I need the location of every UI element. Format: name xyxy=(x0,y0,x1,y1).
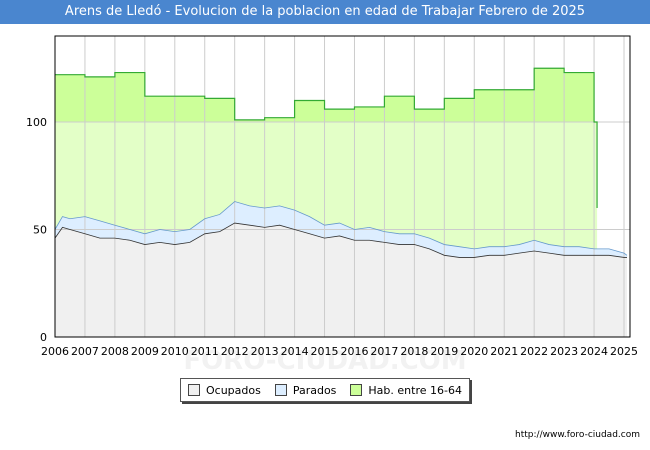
x-tick-label-2020: 2020 xyxy=(460,345,488,358)
x-tick-label-2018: 2018 xyxy=(400,345,428,358)
legend-label-habitantes: Hab. entre 16-64 xyxy=(368,383,462,397)
legend-swatch-ocupados xyxy=(187,384,200,396)
source-link[interactable]: http://www.foro-ciudad.com xyxy=(515,430,640,440)
x-tick-label-2021: 2021 xyxy=(490,345,518,358)
plot-border xyxy=(54,35,631,338)
parados-line xyxy=(54,201,628,256)
legend-label-ocupados: Ocupados xyxy=(205,383,261,397)
x-tick-label-2022: 2022 xyxy=(520,345,548,358)
x-tick-label-2017: 2017 xyxy=(370,345,398,358)
x-tick-label-2019: 2019 xyxy=(430,345,458,358)
legend-label-parados: Parados xyxy=(292,383,337,397)
x-tick-label-2006: 2006 xyxy=(41,345,69,358)
y-tick-label-50: 50 xyxy=(33,224,47,237)
y-tick-label-0: 0 xyxy=(40,331,47,344)
x-tick-label-2016: 2016 xyxy=(340,345,368,358)
x-tick-label-2014: 2014 xyxy=(281,345,309,358)
ocupados-line xyxy=(54,222,628,258)
legend-swatch-parados xyxy=(274,384,287,396)
chart-title: Arens de Lledó - Evolucion de la poblaci… xyxy=(0,0,650,24)
x-tick-label-2009: 2009 xyxy=(131,345,159,358)
x-tick-label-2007: 2007 xyxy=(71,345,99,358)
plot-area xyxy=(54,35,631,338)
habitantes-line xyxy=(55,67,598,208)
x-tick-label-2015: 2015 xyxy=(311,345,339,358)
y-tick-label-100: 100 xyxy=(26,116,47,129)
legend-item-parados: Parados xyxy=(274,383,337,397)
legend-item-ocupados: Ocupados xyxy=(187,383,261,397)
watermark: FORO-CIUDAD.COM xyxy=(183,346,466,376)
legend-swatch-habitantes xyxy=(350,384,363,396)
x-tick-label-2025: 2025 xyxy=(610,345,638,358)
legend: Ocupados Parados Hab. entre 16-64 xyxy=(180,378,470,402)
x-tick-label-2024: 2024 xyxy=(580,345,608,358)
x-tick-label-2013: 2013 xyxy=(251,345,279,358)
x-tick-label-2010: 2010 xyxy=(161,345,189,358)
x-tick-label-2011: 2011 xyxy=(191,345,219,358)
x-tick-label-2023: 2023 xyxy=(550,345,578,358)
ocupados-area xyxy=(55,223,628,337)
legend-item-habitantes: Hab. entre 16-64 xyxy=(350,384,462,397)
x-tick-label-2012: 2012 xyxy=(221,345,249,358)
x-tick-label-2008: 2008 xyxy=(101,345,129,358)
